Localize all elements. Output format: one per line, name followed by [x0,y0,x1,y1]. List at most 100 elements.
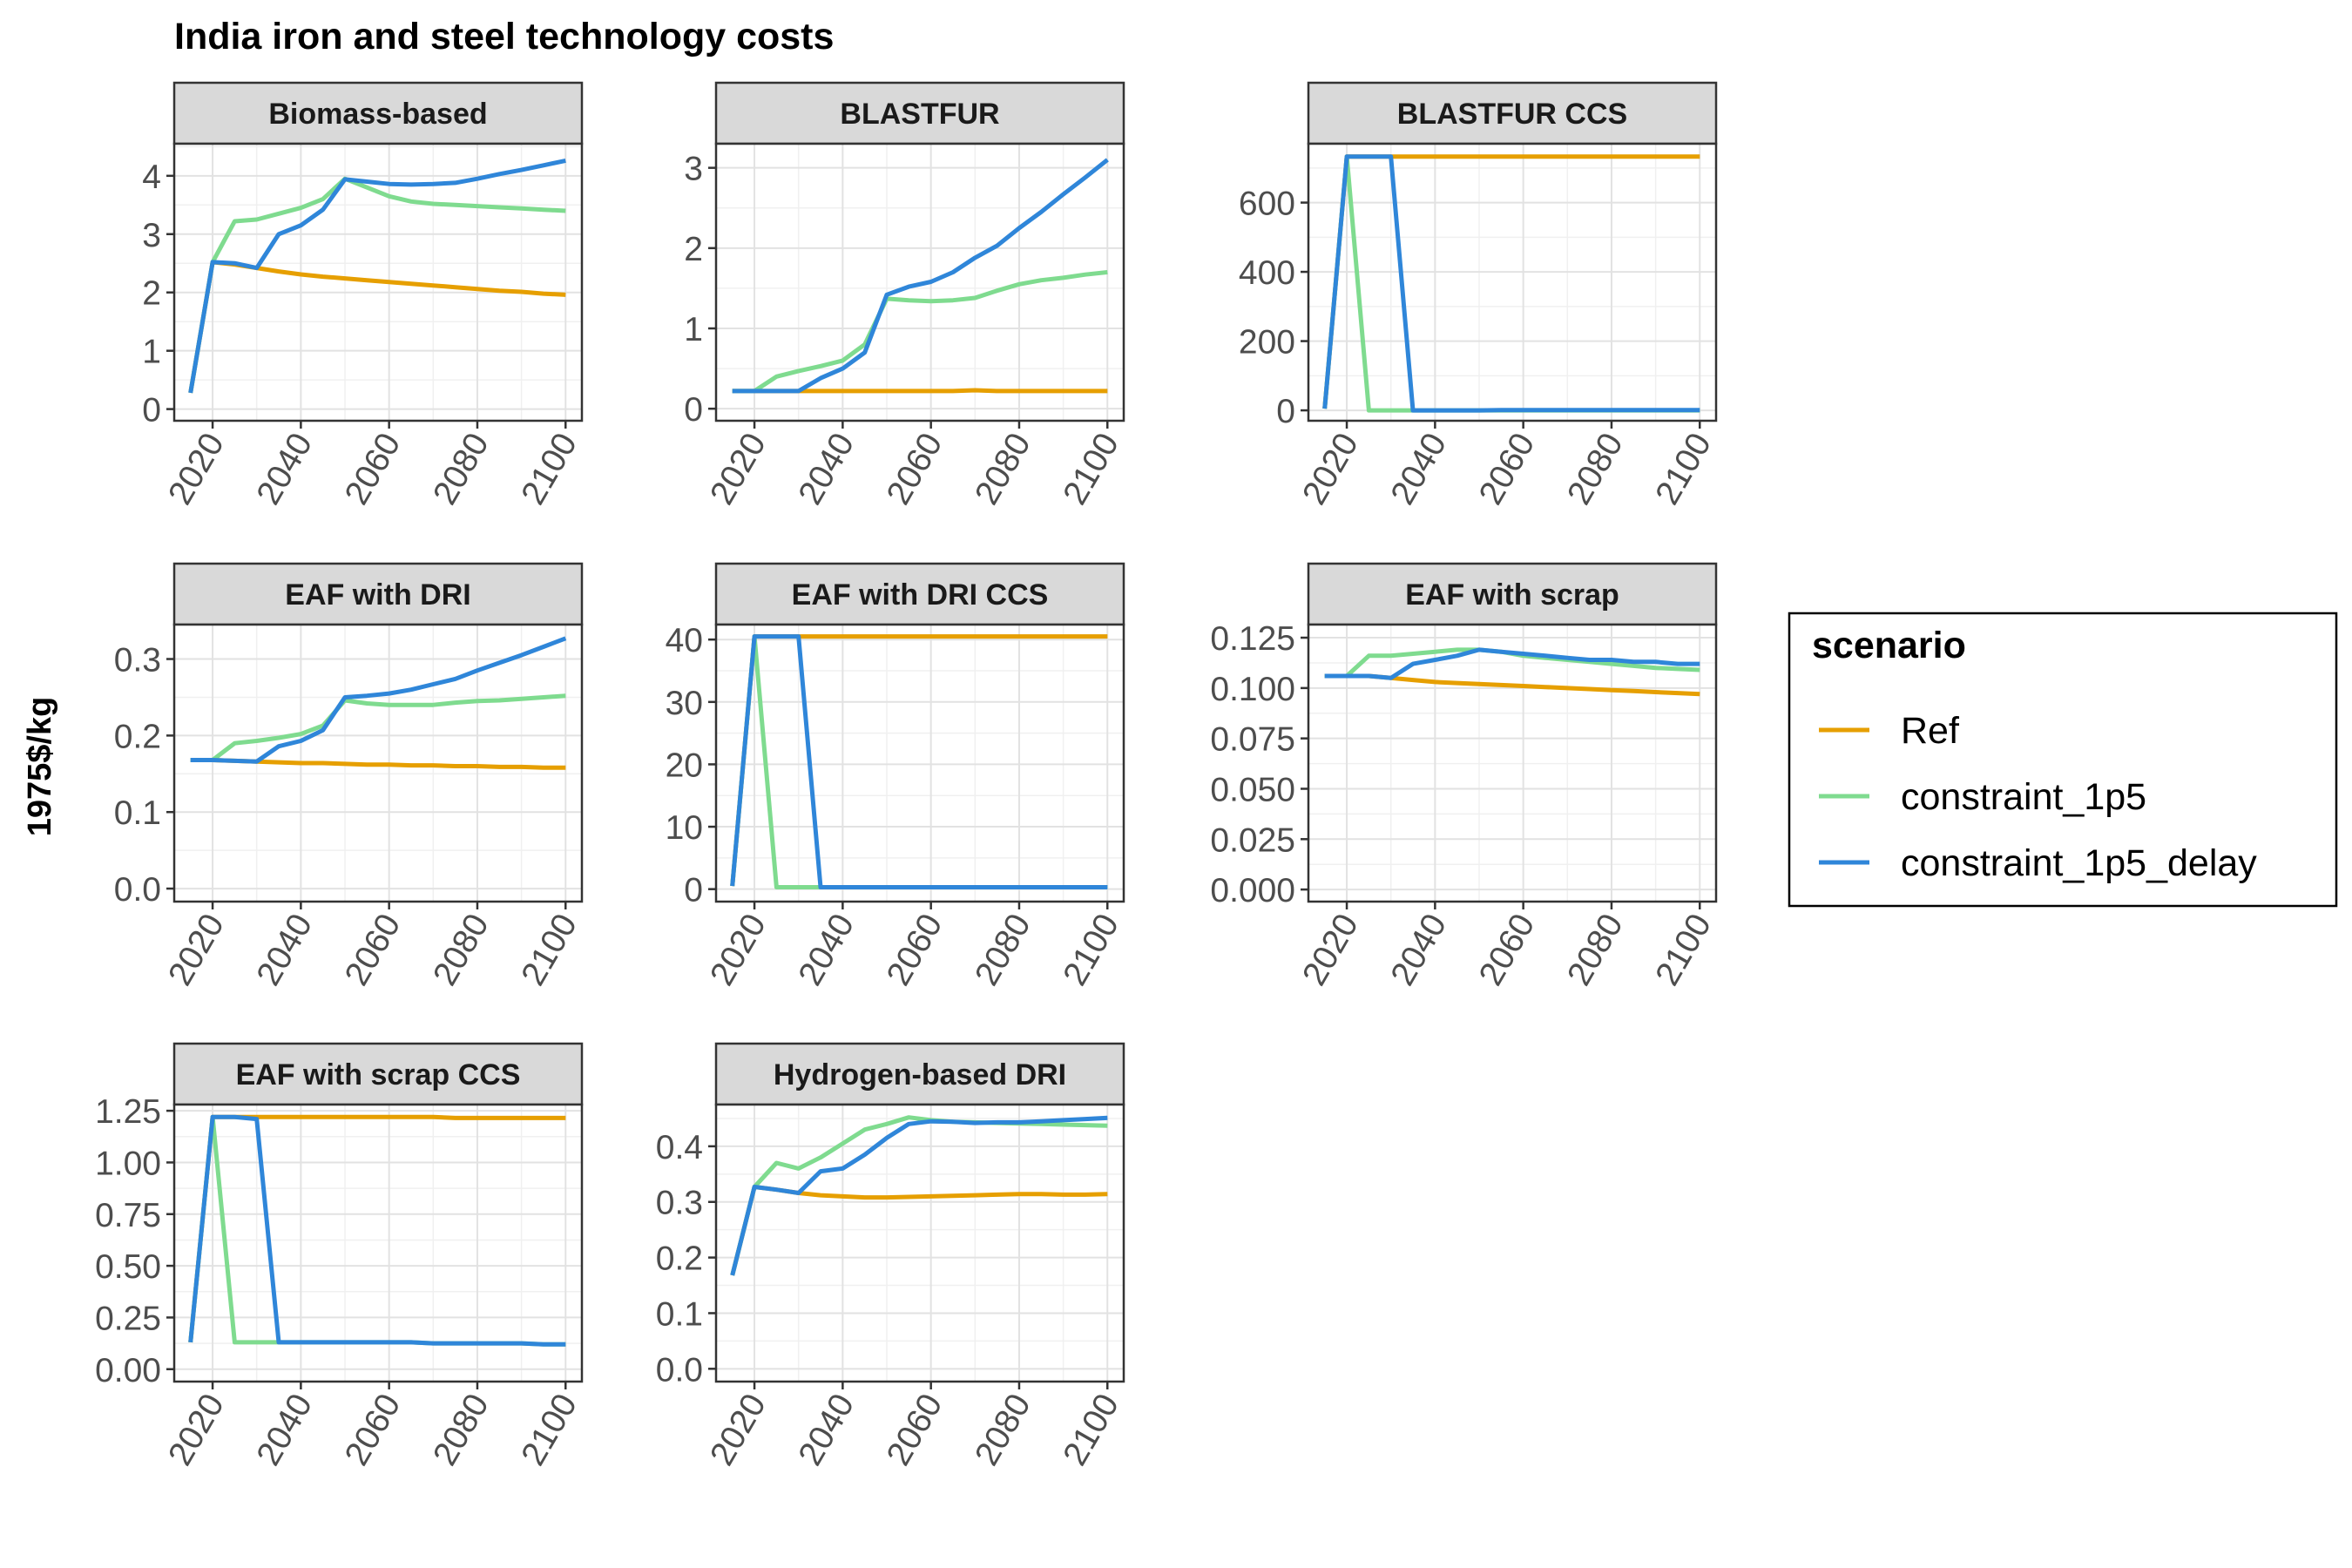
x-axis: 2020 2040 2060 2080 2100 [1295,421,1719,511]
y-tick-label: 0.4 [656,1129,703,1166]
panel-border [172,623,584,903]
x-tick-label: 2040 [792,427,862,511]
y-tick-label: 0.2 [114,718,161,755]
y-tick-label: 0.3 [656,1185,703,1222]
x-tick-label: 2020 [703,1388,774,1472]
legend-item-ref: Ref [1819,710,1960,752]
y-tick-label: 1 [684,311,703,348]
plot-area [174,1105,582,1382]
y-tick-label: 10 [666,809,703,847]
x-tick-label: 2040 [792,1388,862,1472]
x-tick-label: 2080 [426,1388,497,1472]
panel-border [714,142,1125,422]
gridlines [716,1105,1124,1382]
y-tick-label: 1.25 [95,1093,161,1131]
x-tick-label: 2100 [1648,427,1719,511]
x-tick-label: 2080 [426,427,497,511]
y-tick-label: 0.000 [1210,872,1295,909]
series-line-constraint-1p5 [730,1115,1108,1276]
x-tick-label: 2080 [426,908,497,992]
x-tick-label: 2060 [1472,427,1543,511]
x-tick-label: 2040 [1384,908,1455,992]
series-lines [1322,154,1700,413]
panel-biomass-based: Biomass-based 0 1 2 3 4 2020 2040 2060 2080 2100 [142,81,585,511]
x-tick-label: 2020 [161,908,232,992]
y-tick-label: 0.025 [1210,821,1295,859]
y-tick-label: 0.25 [95,1300,161,1337]
x-tick-label: 2020 [1295,908,1366,992]
x-tick-label: 2040 [250,1388,321,1472]
series-lines [730,634,1108,889]
y-tick-label: 0 [1276,393,1295,430]
panel-border [172,1103,584,1383]
facet-strip [172,1042,584,1106]
gridlines [716,144,1124,421]
panel-border [1307,142,1718,422]
series-lines [1324,647,1700,697]
y-tick-label: 3 [684,151,703,188]
y-tick-label: 4 [142,159,161,196]
series-line-constraint-1p5 [190,693,566,762]
y-tick-label: 0.1 [656,1295,703,1333]
x-tick-label: 2080 [1560,427,1631,511]
x-tick-label: 2060 [1472,908,1543,992]
y-axis: 0.0 0.1 0.2 0.3 [114,642,174,909]
series-line-constraint-1p5-delay [732,158,1109,394]
y-tick-label: 0.50 [95,1248,161,1286]
y-tick-label: 3 [142,217,161,254]
panel-border [172,142,584,422]
legend-label-ref: Ref [1901,710,1960,752]
y-tick-label: 0.075 [1210,721,1295,759]
series-lines [188,158,566,394]
facet-label: Hydrogen-based DRI [774,1058,1066,1092]
series-lines [188,1114,566,1347]
series-line-constraint-1p5-delay [1324,647,1700,680]
x-tick-label: 2020 [161,427,232,511]
legend-box [1788,612,2338,908]
x-tick-label: 2060 [880,1388,950,1472]
x-tick-label: 2080 [968,1388,1038,1472]
y-tick-label: 30 [666,685,703,722]
x-tick-label: 2040 [250,427,321,511]
x-tick-label: 2100 [514,1388,585,1472]
x-axis: 2020 2040 2060 2080 2100 [703,421,1126,511]
x-axis: 2020 2040 2060 2080 2100 [703,902,1126,992]
legend-item-constraint-1p5: constraint_1p5 [1819,776,2146,818]
y-tick-label: 2 [142,275,161,313]
y-axis: 0 10 20 30 40 [666,622,716,909]
y-axis-label: 1975$/kg [22,697,58,837]
x-tick-label: 2020 [703,427,774,511]
panel-blastfur-ccs: BLASTFUR CCS 0 200 400 600 2020 2040 2060 2080 21… [1239,81,1719,511]
x-tick-label: 2080 [968,908,1038,992]
gridlines [174,625,582,902]
facet-strip [714,1042,1125,1106]
panel-border [714,1103,1125,1383]
y-tick-label: 1.00 [95,1145,161,1182]
x-tick-label: 2100 [514,908,585,992]
x-tick-label: 2100 [1056,427,1126,511]
panel-blastfur: BLASTFUR 0 1 2 3 2020 2040 2060 2080 2100 [684,81,1126,511]
y-tick-label: 0.75 [95,1197,161,1234]
x-axis: 2020 2040 2060 2080 2100 [1295,902,1719,992]
y-tick-label: 20 [666,747,703,784]
y-axis: 0 1 2 3 4 [142,159,174,429]
chart-title: India iron and steel technology costs [174,16,834,57]
y-tick-label: 0.125 [1210,620,1295,658]
facet-strip [1307,81,1718,145]
panel-eaf-with-dri: EAF with DRI 0.0 0.1 0.2 0.3 2020 2040 2060 2080… [114,562,585,992]
x-axis: 2020 2040 2060 2080 2100 [161,902,585,992]
legend-label-constraint-1p5: constraint_1p5 [1901,776,2146,818]
y-tick-label: 0.00 [95,1352,161,1389]
x-axis: 2020 2040 2060 2080 2100 [703,1382,1126,1472]
x-tick-label: 2060 [338,1388,409,1472]
y-tick-label: 0.1 [114,794,161,832]
y-tick-label: 0 [684,872,703,909]
y-tick-label: 40 [666,622,703,659]
x-tick-label: 2040 [250,908,321,992]
y-axis: 0.000 0.025 0.050 0.075 0.100 0.125 [1210,620,1308,909]
x-tick-label: 2040 [1384,427,1455,511]
y-tick-label: 0.3 [114,642,161,679]
series-line-constraint-1p5 [188,176,566,394]
facet-label: EAF with scrap [1405,578,1619,612]
